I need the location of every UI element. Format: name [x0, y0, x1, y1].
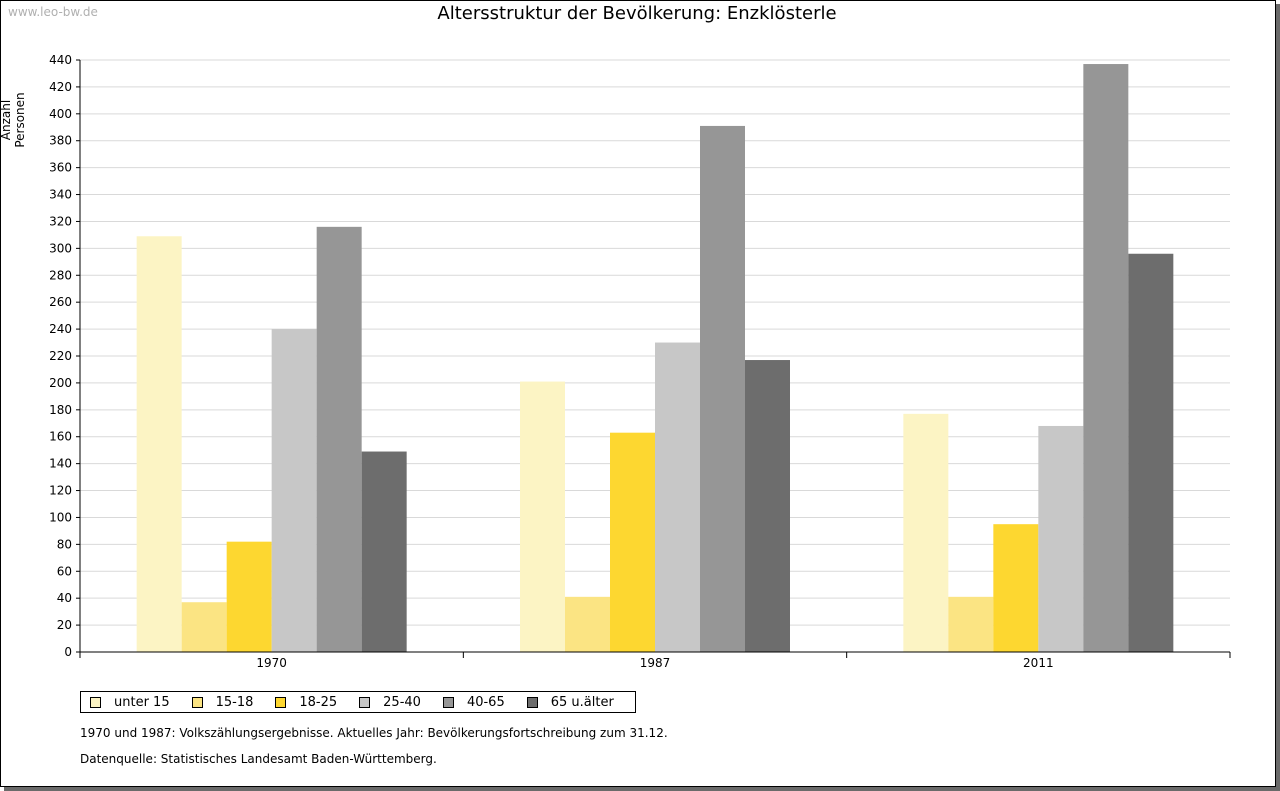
chart-title: Altersstruktur der Bevölkerung: Enzklöst… [437, 3, 837, 24]
legend-label: unter 15 [114, 694, 170, 710]
bar [226, 541, 272, 652]
legend-swatch [275, 696, 287, 708]
bar [610, 432, 655, 652]
y-tick-label: 80 [57, 537, 72, 551]
y-tick-label: 120 [49, 484, 72, 498]
y-tick-label: 160 [49, 430, 72, 444]
legend-label: 65 u.älter [550, 694, 614, 710]
legend-label: 18-25 [299, 694, 338, 710]
y-tick-label: 240 [49, 322, 72, 336]
watermark: www.leo-bw.de [8, 5, 98, 19]
y-tick-label: 420 [49, 80, 72, 94]
legend-label: 25-40 [383, 694, 421, 710]
bar [903, 413, 949, 652]
y-tick-label: 100 [49, 510, 72, 524]
legend-swatch [90, 696, 101, 708]
bar [948, 596, 994, 652]
x-tick-label: 2011 [1023, 656, 1054, 670]
bar [1128, 253, 1174, 652]
y-tick-label: 440 [49, 53, 72, 67]
legend-item: unter 15 [90, 695, 183, 710]
x-tick-label: 1970 [256, 656, 287, 670]
bar [1038, 425, 1084, 652]
legend-item: 25-40 [359, 695, 434, 710]
legend-swatch [442, 696, 454, 708]
bar [271, 329, 317, 652]
legend-label: 15-18 [215, 694, 254, 710]
legend: unter 15 15-18 18-25 25-40 40-65 65 u.älter [80, 691, 636, 713]
bar [700, 125, 745, 653]
legend-swatch [191, 696, 203, 708]
bar [181, 602, 227, 652]
legend-item: 40-65 [442, 694, 518, 710]
y-tick-label: 320 [49, 214, 72, 228]
y-tick-label: 260 [49, 295, 72, 309]
bar [520, 381, 565, 652]
legend-item: 18-25 [275, 695, 350, 710]
legend-swatch [359, 696, 371, 708]
bar [745, 360, 790, 652]
legend-label: 40-65 [466, 694, 505, 710]
y-tick-label: 20 [57, 618, 72, 632]
y-tick-label: 300 [49, 241, 72, 255]
bar [565, 596, 610, 652]
legend-item: 65 u.älter [526, 694, 627, 710]
y-tick-label: 0 [64, 645, 72, 659]
y-tick-label: 60 [57, 564, 72, 578]
legend-item: 15-18 [191, 694, 267, 710]
y-tick-label: 400 [49, 107, 72, 121]
y-tick-label: 140 [49, 457, 72, 471]
y-tick-label: 40 [57, 591, 72, 605]
y-tick-label: 200 [49, 376, 72, 390]
x-tick-label: 1987 [640, 656, 671, 670]
bar [361, 451, 407, 652]
bar [993, 524, 1039, 652]
legend-swatch [526, 696, 538, 708]
bar [136, 236, 182, 652]
y-tick-label: 280 [49, 268, 72, 282]
y-tick-label: 340 [49, 188, 72, 202]
y-tick-label: 220 [49, 349, 72, 363]
y-tick-label: 360 [49, 161, 72, 175]
y-tick-label: 180 [49, 403, 72, 417]
bar [1083, 64, 1129, 652]
y-tick-label: 380 [49, 134, 72, 148]
bar [655, 342, 700, 652]
footnote: 1970 und 1987: Volkszählungsergebnisse. … [80, 726, 668, 740]
source-note: Datenquelle: Statistisches Landesamt Bad… [80, 752, 437, 766]
bar [316, 226, 362, 652]
